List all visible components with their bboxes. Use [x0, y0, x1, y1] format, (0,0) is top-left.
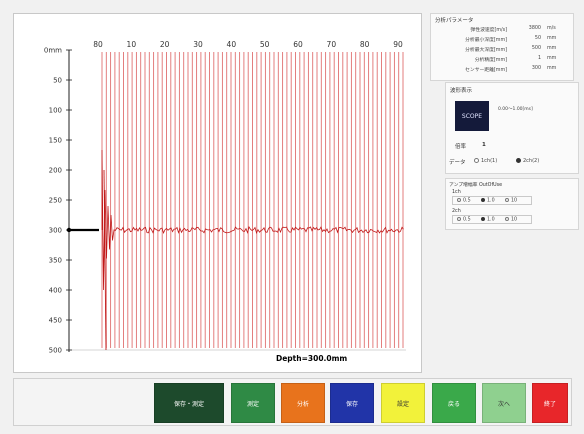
analysis-params-panel: 分析パラメータ 弾性波速度[m/s] 3800 m/s 分析最小深度[mm] 50 mm 分… — [430, 13, 574, 81]
radio-label: 1.0 — [487, 217, 495, 223]
amp-title: アンプ増幅率 OutOfUse — [449, 183, 503, 188]
x-tick-label: 80 — [93, 40, 103, 49]
radio-dot-icon — [505, 198, 509, 202]
param-value: 300 — [531, 66, 541, 71]
param-unit: m/s — [547, 26, 556, 31]
y-tick-label: 450 — [49, 317, 62, 325]
amp-channel-label: 2ch — [452, 209, 461, 214]
waveform-spike — [103, 169, 107, 351]
amp-gain-radio[interactable]: 1.0 — [481, 217, 495, 223]
x-tick-label: 20 — [160, 40, 170, 49]
waveform-plot: 0mm 50 100 150 200 250 300 350 400 450 500 80 10 20 30… — [44, 40, 406, 363]
action-button-bar: 保存・測定 測定 分析 保存 設定 戻る 次へ 終了 — [13, 378, 572, 426]
x-tick-label: 60 — [293, 40, 303, 49]
waveform-plot-panel: 0mm 50 100 150 200 250 300 350 400 450 500 80 10 20 30… — [13, 13, 422, 373]
y-tick-label: 150 — [49, 137, 62, 145]
param-unit: mm — [547, 66, 557, 71]
radio-dot-icon — [481, 198, 485, 202]
amp-gain-radio[interactable]: 0.5 — [457, 217, 471, 223]
wave-title: 波形表示 — [450, 88, 473, 94]
radio-dot-icon — [474, 158, 479, 163]
radio-dot-icon — [505, 217, 509, 221]
param-label: センサー距離[mm] — [465, 68, 507, 73]
param-label: 分析最大深度[mm] — [465, 48, 507, 53]
y-tick-label: 0mm — [44, 47, 62, 55]
param-value: 500 — [531, 46, 541, 51]
sensor-dot — [66, 227, 72, 233]
amp-gain-radio-group: 0.5 1.0 10 — [452, 215, 532, 224]
params-title: 分析パラメータ — [435, 18, 474, 24]
y-tick-label: 350 — [49, 257, 62, 265]
ratio-label: 倍率 — [455, 144, 467, 150]
save-button[interactable]: 保存 — [330, 383, 374, 423]
scope-button[interactable]: SCOPE — [455, 101, 489, 131]
param-unit: mm — [547, 36, 557, 41]
y-tick-label: 250 — [49, 197, 62, 205]
analyze-button[interactable]: 分析 — [281, 383, 325, 423]
amp-channel-label: 1ch — [452, 190, 461, 195]
param-value: 50 — [534, 36, 541, 41]
y-tick-label: 100 — [49, 107, 62, 115]
x-tick-label: 90 — [393, 40, 403, 49]
radio-label: 10 — [511, 198, 518, 204]
param-value: 1 — [537, 56, 541, 61]
time-range-text: 0.00～1.00[ms] — [498, 107, 533, 112]
radio-label: 2ch(2) — [523, 158, 540, 164]
radio-label: 10 — [511, 217, 518, 223]
amp-gain-radio[interactable]: 10 — [505, 198, 517, 204]
data-channel-radio[interactable]: 1ch(1) — [474, 158, 497, 164]
data-label: データ — [449, 160, 466, 166]
y-tick-label: 300 — [49, 227, 62, 235]
wave-display-panel: 波形表示 SCOPE 0.00～1.00[ms] 倍率 1 データ 1ch(1)… — [445, 82, 579, 174]
depth-label: Depth=300.0mm — [276, 354, 347, 363]
y-tick-label: 500 — [49, 347, 62, 355]
back-button[interactable]: 戻る — [432, 383, 476, 423]
amp-gain-radio[interactable]: 1.0 — [481, 198, 495, 204]
ratio-value: 1 — [482, 142, 486, 148]
next-button[interactable]: 次へ — [482, 383, 526, 423]
param-unit: mm — [547, 56, 557, 61]
waveform-trace — [101, 149, 404, 291]
param-label: 弾性波速度[m/s] — [470, 28, 507, 33]
param-unit: mm — [547, 46, 557, 51]
radio-label: 1.0 — [487, 198, 495, 204]
radio-dot-icon — [481, 217, 485, 221]
x-tick-label: 70 — [327, 40, 337, 49]
radio-label: 1ch(1) — [481, 158, 498, 164]
x-tick-label: 30 — [193, 40, 203, 49]
amp-gain-panel: アンプ増幅率 OutOfUse 1ch 0.5 1.0 10 2ch 0.5 1.0 10 — [445, 178, 579, 230]
amp-gain-radio[interactable]: 10 — [505, 217, 517, 223]
save-measure-button[interactable]: 保存・測定 — [154, 383, 224, 423]
amp-gain-radio[interactable]: 0.5 — [457, 198, 471, 204]
radio-label: 0.5 — [463, 217, 471, 223]
settings-button[interactable]: 設定 — [381, 383, 425, 423]
radio-dot-icon — [516, 158, 521, 163]
x-tick-label: 50 — [260, 40, 270, 49]
x-tick-label: 10 — [127, 40, 137, 49]
radio-label: 0.5 — [463, 198, 471, 204]
measure-button[interactable]: 測定 — [231, 383, 275, 423]
param-label: 分析精度[mm] — [474, 58, 507, 63]
grid-lines — [101, 52, 404, 348]
x-tick-label: 40 — [227, 40, 237, 49]
y-tick-label: 50 — [53, 77, 62, 85]
radio-dot-icon — [457, 217, 461, 221]
x-tick-label: 80 — [360, 40, 370, 49]
y-tick-label: 200 — [49, 167, 62, 175]
amp-gain-radio-group: 0.5 1.0 10 — [452, 196, 532, 205]
param-value: 3800 — [528, 26, 541, 31]
y-tick-label: 400 — [49, 287, 62, 295]
data-channel-radio[interactable]: 2ch(2) — [516, 158, 539, 164]
param-label: 分析最小深度[mm] — [465, 38, 507, 43]
radio-dot-icon — [457, 198, 461, 202]
exit-button[interactable]: 終了 — [532, 383, 568, 423]
